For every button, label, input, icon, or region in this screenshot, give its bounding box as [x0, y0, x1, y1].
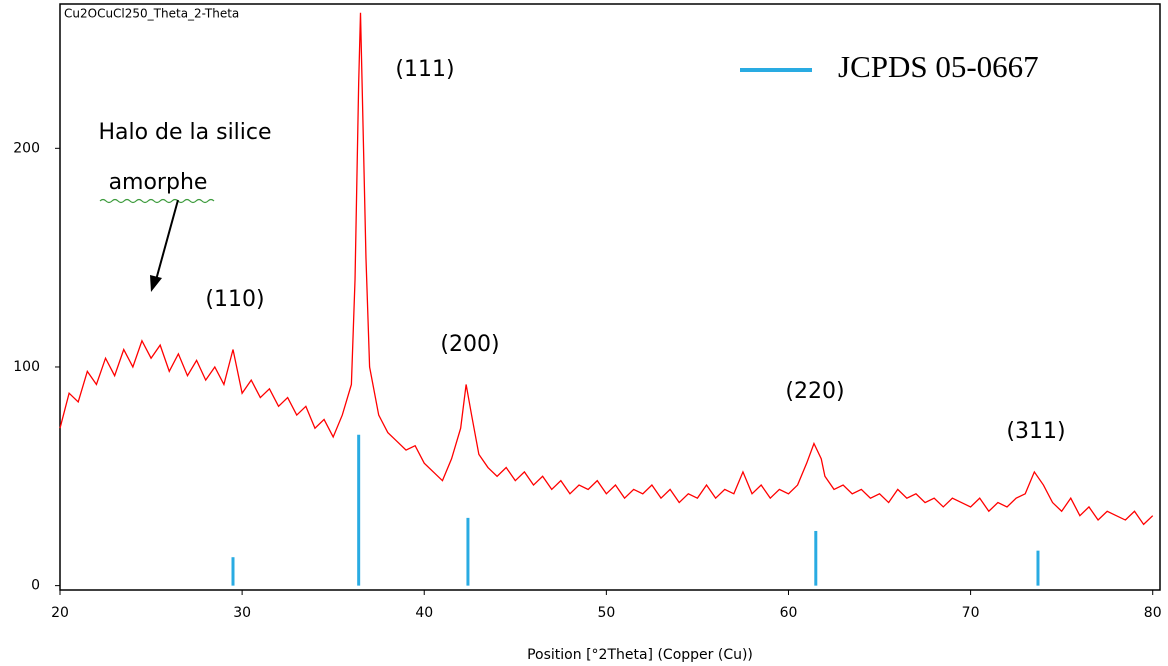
peak-annotation: (111) — [395, 57, 454, 82]
data-line — [59, 12, 1154, 526]
y-tick-label: 100 — [13, 359, 40, 375]
x-axis-title: Position [°2Theta] (Copper (Cu)) — [527, 647, 753, 663]
plot-frame — [59, 3, 1161, 591]
peak-annotation: (200) — [440, 332, 499, 357]
x-tick-label: 20 — [51, 605, 69, 621]
peak-annotation: (220) — [785, 379, 844, 404]
x-tick-label: 50 — [597, 605, 615, 621]
spell-underline — [99, 198, 215, 204]
x-tick-label: 30 — [233, 605, 251, 621]
x-tick-label: 70 — [962, 605, 980, 621]
y-tick-label: 0 — [31, 578, 40, 594]
peak-annotation: (311) — [1006, 419, 1065, 444]
arrow-head — [150, 275, 162, 292]
x-tick-label: 80 — [1144, 605, 1162, 621]
peak-annotation: (110) — [205, 287, 264, 312]
y-tick-label: 200 — [13, 140, 40, 156]
x-tick-label: 60 — [780, 605, 798, 621]
chart-title: Cu2OCuCl250_Theta_2-Theta — [64, 7, 239, 21]
x-tick-label: 40 — [415, 605, 433, 621]
halo-label: amorphe — [109, 170, 208, 195]
legend-label: JCPDS 05-0667 — [838, 49, 1039, 84]
arrow-shaft — [155, 199, 179, 281]
halo-label: Halo de la silice — [98, 120, 271, 145]
